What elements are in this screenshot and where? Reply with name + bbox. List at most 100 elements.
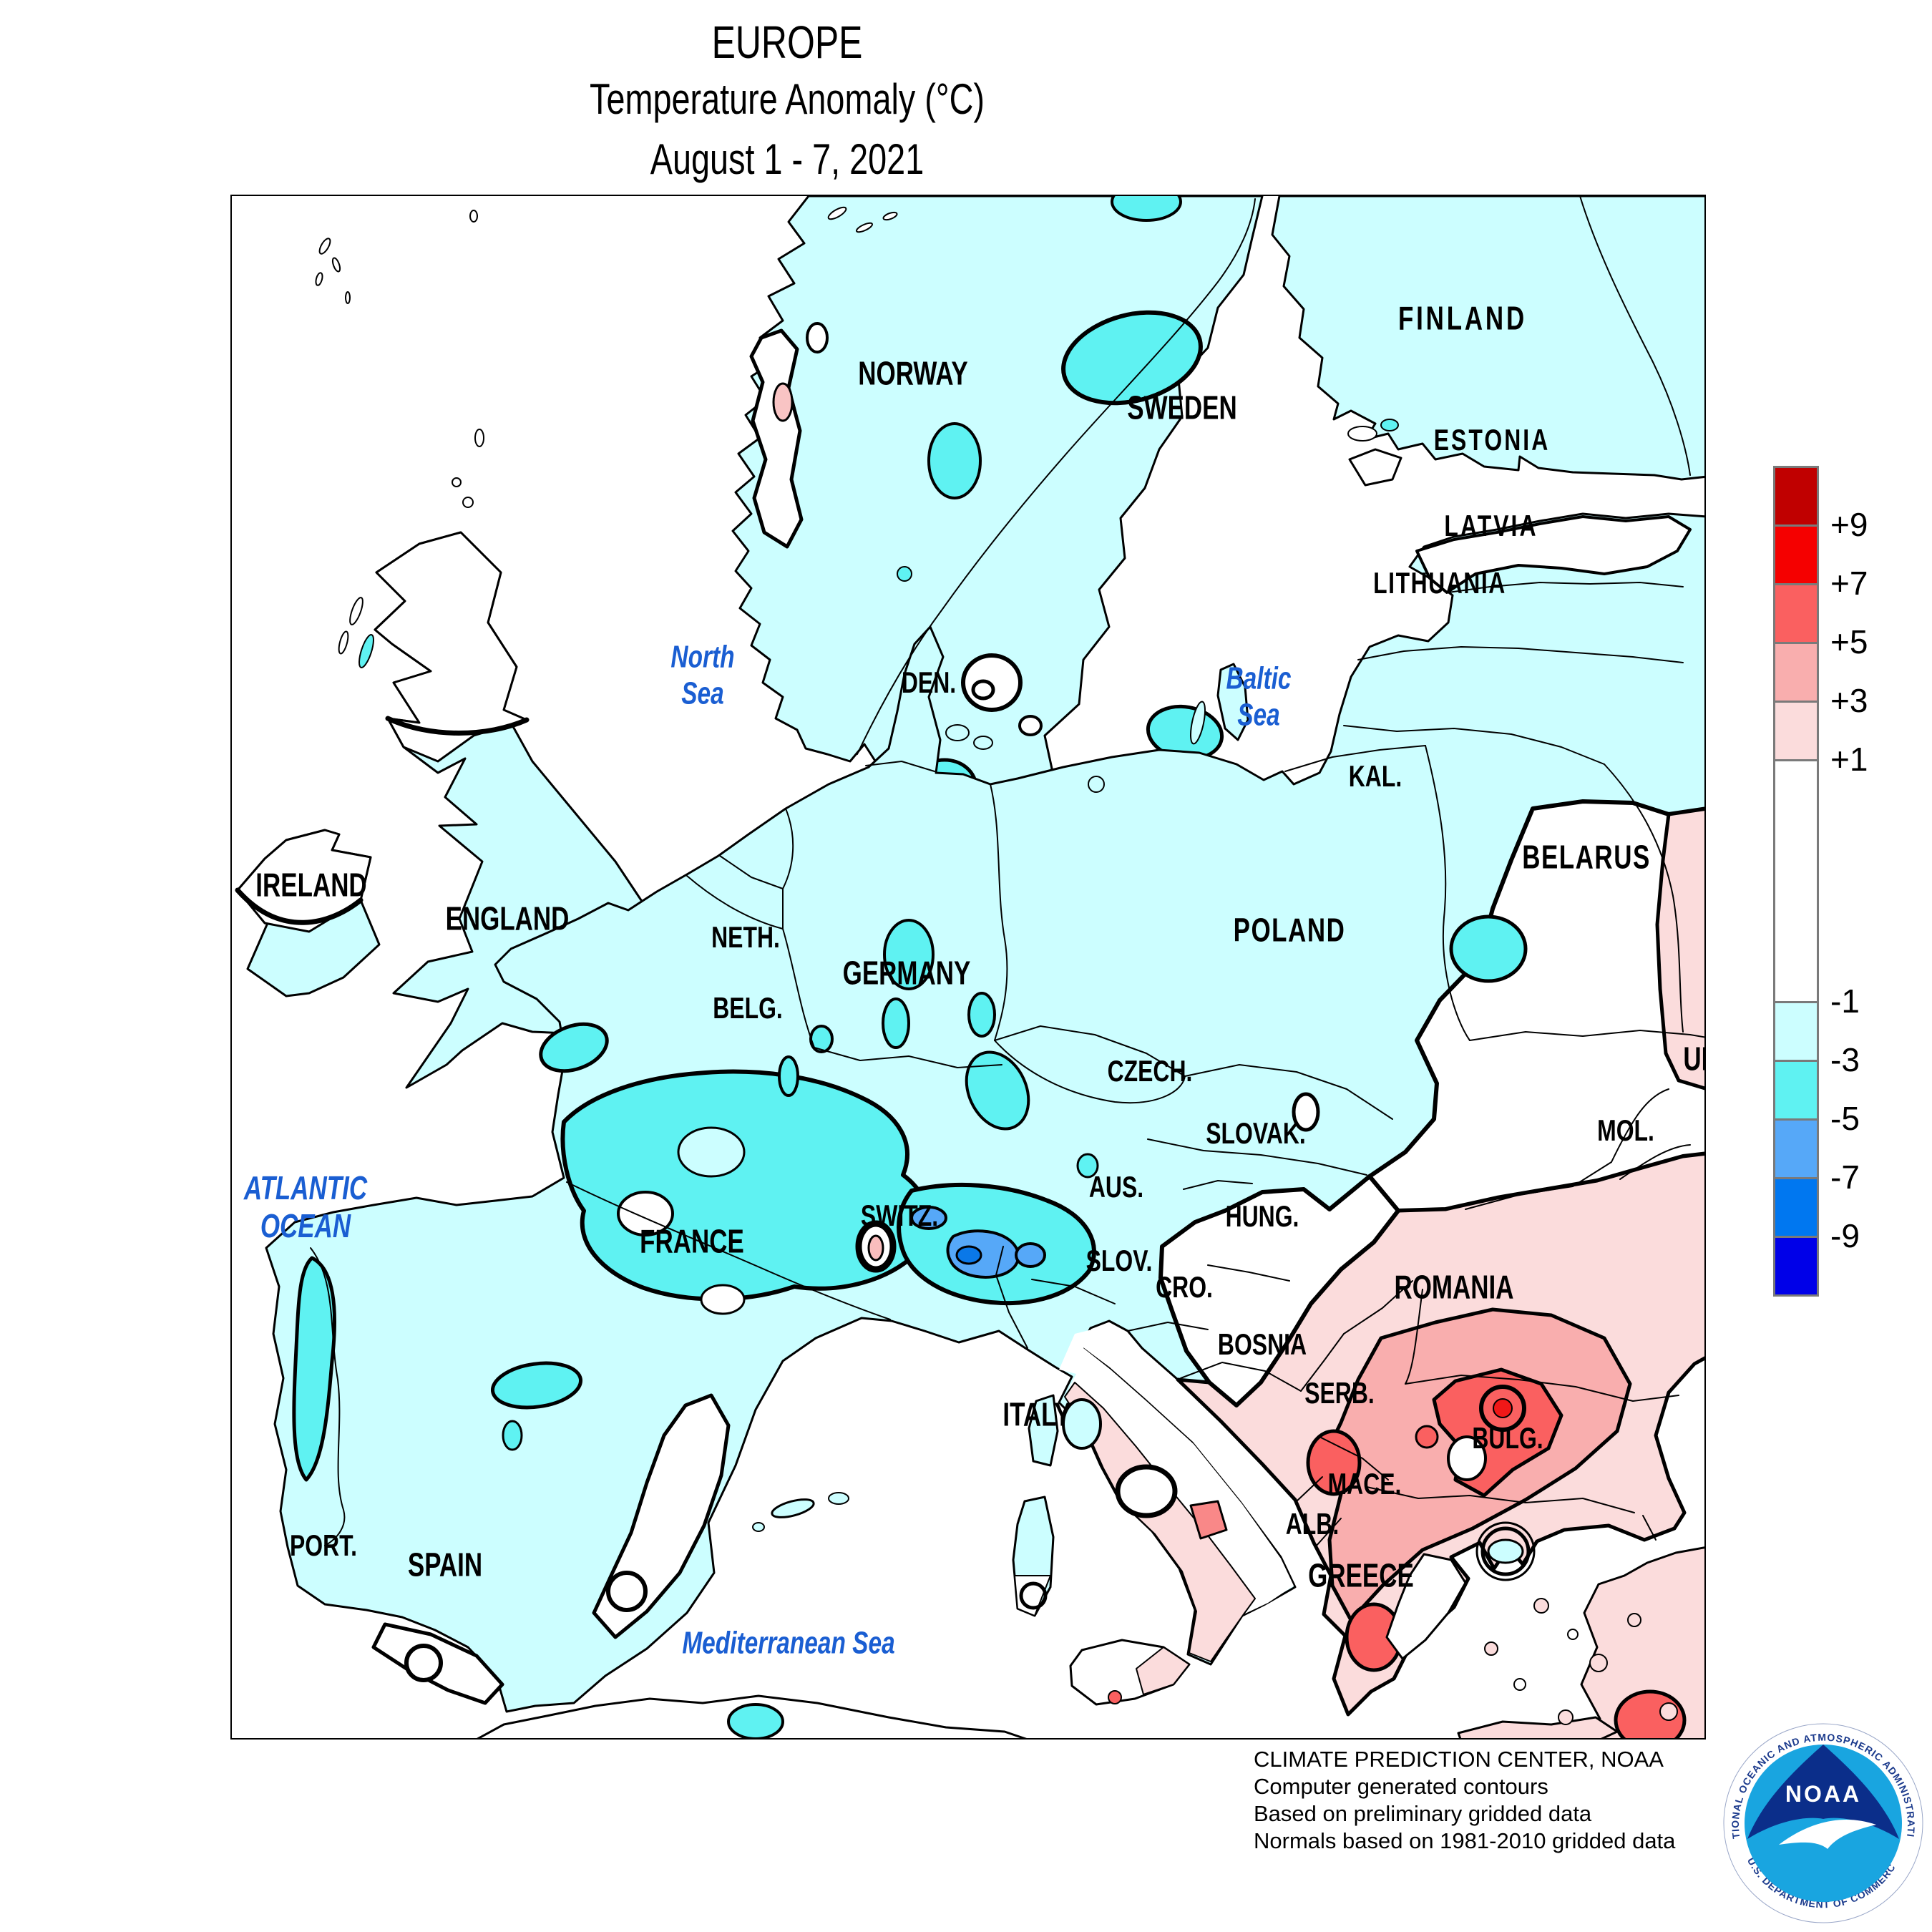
island-hebrides2	[338, 630, 349, 655]
anomaly-patch-alps-cornflower3	[1015, 1242, 1046, 1268]
island-saaremaa	[1348, 448, 1402, 487]
legend-tick-+1: +1	[1830, 741, 1868, 778]
contour-ring-bulgaria	[1479, 1385, 1526, 1432]
anomaly-core-bulgaria-dark	[1493, 1398, 1513, 1418]
sea-label-baltic-sea: Baltic Sea	[1226, 660, 1292, 732]
landmass-finland-russia	[1271, 196, 1704, 481]
credit-line-4: Normals based on 1981-2010 gridded data	[1254, 1828, 1676, 1853]
island-lofoten1	[827, 206, 847, 220]
island-gotland	[1216, 663, 1249, 741]
contour-ring-denmark	[971, 679, 995, 701]
credit-line-1: CLIMATE PREDICTION CENTER, NOAA	[1254, 1747, 1664, 1772]
noaa-wordmark: NOAA	[1785, 1781, 1861, 1807]
anomaly-core-alps-blue	[955, 1245, 982, 1265]
anomaly-patch-estonia-white	[1415, 515, 1692, 594]
country-label-bulgaria: BULG.	[1472, 1420, 1543, 1455]
country-borders	[310, 196, 1704, 1548]
legend-tick--1: -1	[1830, 982, 1860, 1020]
country-label-ireland: IRELAND	[255, 866, 367, 904]
island-sicily-red-dot	[1108, 1690, 1122, 1704]
anomaly-patch-denmark-white2	[1018, 715, 1043, 736]
credits-block: CLIMATE PREDICTION CENTER, NOAA Computer…	[1254, 1746, 1675, 1855]
island-mallorca	[771, 1498, 815, 1518]
contour-ring-marmara	[1480, 1526, 1531, 1576]
country-label-latvia: LATVIA	[1444, 508, 1538, 542]
anomaly-patch-nspain2	[502, 1420, 523, 1451]
anomaly-dot-norway	[897, 566, 912, 582]
country-label-sweden: SWEDEN	[1127, 389, 1237, 426]
contour-ring-sspain	[404, 1644, 443, 1682]
anomaly-patch-norway-white2	[806, 322, 829, 353]
country-label-ukraine: UKRAINE	[1683, 1040, 1704, 1078]
legend-tick-+3: +3	[1830, 682, 1868, 719]
anomaly-patch-germany5	[967, 992, 996, 1038]
contour-ring-sardinia	[1019, 1581, 1048, 1610]
island-north1	[469, 210, 478, 223]
legend-cell-9	[1773, 1177, 1819, 1238]
credit-line-3: Based on preliminary gridded data	[1254, 1801, 1592, 1826]
island-corsica	[1028, 1394, 1059, 1467]
anomaly-patch-czech	[965, 1050, 1030, 1131]
anomaly-core-serbia-red	[1415, 1425, 1439, 1449]
country-label-austria: AUS.	[1088, 1169, 1144, 1204]
legend-cell-1	[1773, 525, 1819, 585]
country-label-bosnia: BOSNIA	[1217, 1327, 1307, 1361]
legend-tick--9: -9	[1830, 1217, 1860, 1254]
sea-label-mediterranean-sea: Mediterranean Sea	[682, 1625, 895, 1661]
island-menorca	[828, 1492, 849, 1505]
island-lemnos	[1627, 1613, 1641, 1627]
legend-tick--5: -5	[1830, 1100, 1860, 1137]
country-label-albania: ALB.	[1285, 1506, 1340, 1541]
island-shetland1	[462, 497, 474, 508]
country-label-spain: SPAIN	[407, 1546, 483, 1584]
island-sicily-pink	[1136, 1646, 1190, 1695]
island-funen	[973, 736, 993, 750]
island-rhodes	[1659, 1702, 1678, 1721]
contour-ring-sespain	[606, 1571, 648, 1612]
island-ibiza	[752, 1522, 765, 1532]
island-lofoten2	[855, 222, 874, 233]
country-label-poland: POLAND	[1233, 911, 1346, 949]
country-label-belarus: BELARUS	[1522, 838, 1651, 876]
country-label-lithuania: LITHUANIA	[1373, 565, 1506, 600]
anomaly-hole-france-white2	[700, 1284, 746, 1315]
anomaly-hole-bulgaria-white	[1447, 1435, 1487, 1481]
anomaly-patch-norway-mid	[927, 422, 982, 499]
anomaly-patch-norway-white	[749, 328, 804, 549]
island-aegean4	[1558, 1709, 1574, 1725]
island-crete	[1457, 1716, 1619, 1738]
sea-label-north-sea: North Sea	[670, 639, 735, 711]
country-label-estonia: ESTONIA	[1433, 422, 1551, 457]
noaa-seagull	[1779, 1819, 1876, 1849]
anomaly-patch-alps-cornflower1	[910, 1206, 947, 1230]
map-subtitle: Temperature Anomaly (°C)	[590, 75, 985, 123]
noaa-logo: NATIONAL OCEANIC AND ATMOSPHERIC ADMINIS…	[1723, 1723, 1923, 1923]
country-label-macedonia: MACE.	[1327, 1466, 1402, 1501]
legend-cell-8	[1773, 1118, 1819, 1179]
country-label-slovakia: SLOVAK.	[1206, 1116, 1306, 1150]
legend-cell-2	[1773, 583, 1819, 644]
country-label-romania: ROMANIA	[1394, 1268, 1514, 1306]
country-label-england: ENGLAND	[445, 899, 570, 937]
anomaly-patch-scotland-white	[374, 531, 528, 763]
country-label-switzerland: SWITZ.	[860, 1198, 939, 1232]
country-label-slovenia: SLOV.	[1085, 1243, 1153, 1277]
island-shetland3	[474, 429, 484, 447]
anomaly-patch-greece-white	[1385, 1553, 1467, 1660]
legend-cell-4	[1773, 701, 1819, 761]
island-faroe1	[318, 238, 331, 255]
contour-ireland	[235, 887, 364, 925]
country-label-moldova: MOL.	[1597, 1113, 1654, 1147]
island-aegean6	[1567, 1629, 1579, 1640]
anomaly-hole-france-light	[677, 1126, 746, 1178]
island-faroe4	[345, 291, 351, 304]
legend-cell-3	[1773, 642, 1819, 703]
legend-cell-0	[1773, 466, 1819, 527]
country-label-france: FRANCE	[640, 1222, 744, 1260]
country-label-norway: NORWAY	[858, 354, 968, 392]
country-label-germany: GERMANY	[842, 954, 971, 992]
country-label-czech: CZECH.	[1107, 1053, 1193, 1088]
anomaly-patch-germany1	[883, 919, 935, 990]
legend-cell-7	[1773, 1060, 1819, 1121]
country-label-hungary: HUNG.	[1225, 1199, 1299, 1233]
